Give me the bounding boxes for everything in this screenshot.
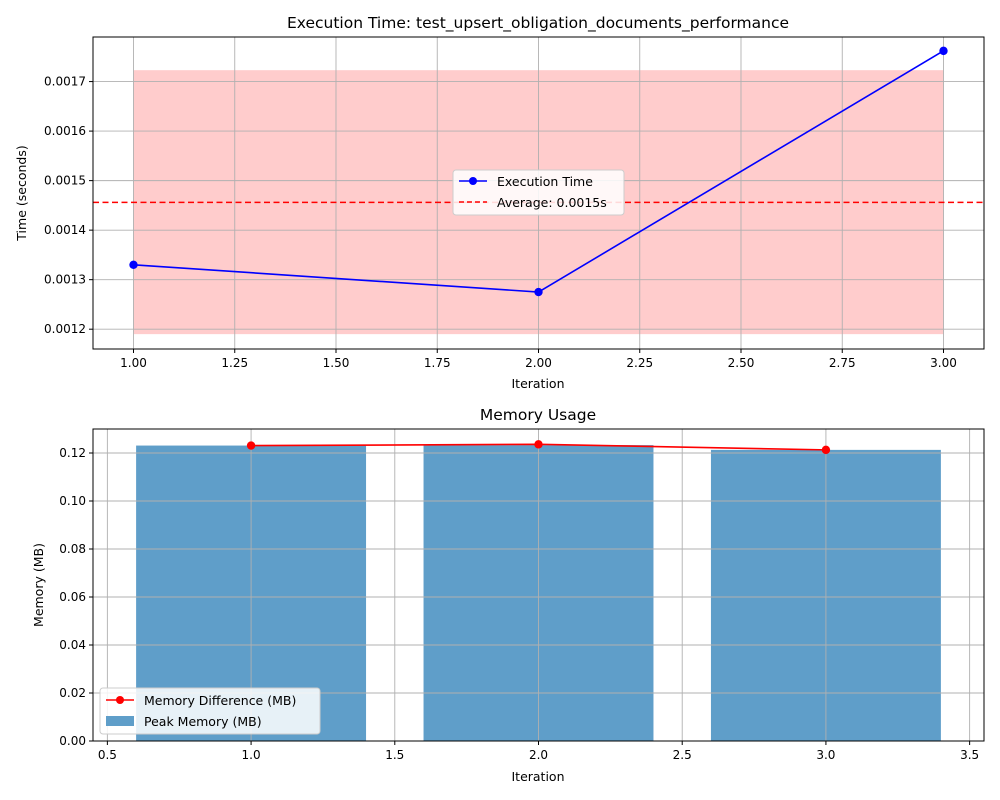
y-tick-label: 0.02 [59,686,86,700]
legend: Execution Time Average: 0.0015s [452,169,625,216]
x-tick-label: 0.5 [98,748,117,762]
axis-ticks: 1.00 1.25 1.50 1.75 2.00 2.25 2.50 2.75 3.00 0.00… [44,75,957,370]
y-tick-label: 0.08 [59,542,86,556]
y-tick-label: 0.0016 [44,124,86,138]
legend-marker-execution-time [469,177,477,185]
x-tick-label: 2.75 [829,356,856,370]
legend-label-memory-difference: Memory Difference (MB) [144,693,296,708]
y-tick-label: 0.10 [59,494,86,508]
x-tick-label: 2.5 [673,748,692,762]
y-tick-label: 0.0015 [44,174,86,188]
x-tick-label: 3.0 [816,748,835,762]
legend-label-average: Average: 0.0015s [497,195,607,210]
x-tick-label: 1.50 [323,356,350,370]
chart-title: Execution Time: test_upsert_obligation_d… [287,14,789,33]
y-tick-label: 0.12 [59,446,86,460]
x-tick-label: 1.25 [221,356,248,370]
data-point-memory-difference-mb [821,445,831,455]
x-tick-label: 2.50 [728,356,755,370]
x-tick-label: 2.25 [626,356,653,370]
x-tick-label: 3.00 [930,356,957,370]
y-tick-label: 0.06 [59,590,86,604]
legend-label-peak-memory: Peak Memory (MB) [144,714,262,729]
y-tick-label: 0.00 [59,734,86,748]
data-point-execution-time [534,287,543,297]
data-layer [246,440,831,455]
x-tick-label: 2.00 [525,356,552,370]
execution-time-chart: Execution Time: test_upsert_obligation_d… [14,14,985,391]
y-tick-label: 0.04 [59,638,86,652]
legend-label-execution-time: Execution Time [497,174,593,189]
x-tick-label: 1.0 [242,748,261,762]
data-layer [93,46,984,297]
y-tick-label: 0.0017 [44,75,86,89]
axis-ticks: 0.5 1.0 1.5 2.0 2.5 3.0 3.5 0.00 0.02 0.04 0.06 0.0… [59,446,979,762]
data-point-execution-time [129,260,138,270]
y-axis-label: Time (seconds) [14,145,29,241]
y-tick-label: 0.0014 [44,223,86,237]
x-tick-label: 1.5 [385,748,404,762]
memory-usage-chart: Memory Usage 0.5 1.0 1.5 2.0 2.5 3.0 3.50.000.… [31,406,985,784]
y-tick-label: 0.0012 [44,322,86,336]
data-point-execution-time [939,46,948,56]
legend-swatch-peak-memory [106,716,134,726]
legend-marker-memory-difference [116,696,124,704]
x-tick-label: 1.75 [424,356,451,370]
chart-title: Memory Usage [480,406,596,424]
x-axis-label: Iteration [511,769,564,784]
legend: Memory Difference (MB) Peak Memory (MB) [99,687,321,735]
y-tick-label: 0.0013 [44,273,86,287]
x-tick-label: 1.00 [120,356,147,370]
legend-box [452,169,625,216]
x-axis-label: Iteration [511,376,564,391]
x-tick-label: 2.0 [529,748,548,762]
x-tick-label: 3.5 [960,748,979,762]
data-point-memory-difference-mb [246,441,256,450]
legend-box [99,687,321,735]
y-axis-label: Memory (MB) [31,543,46,627]
data-point-memory-difference-mb [534,440,543,449]
